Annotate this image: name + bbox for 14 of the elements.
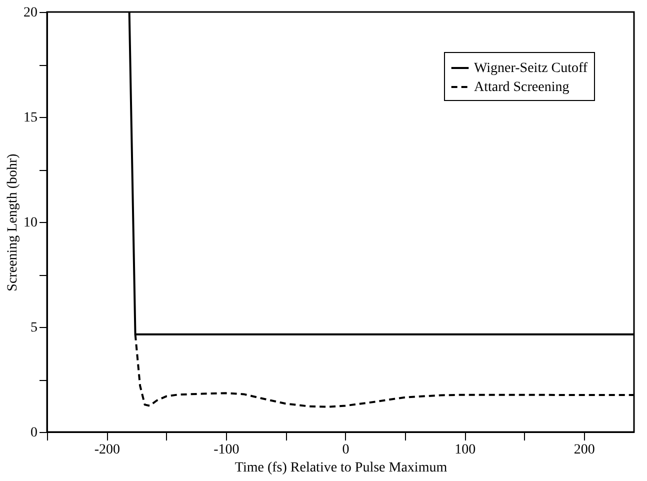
y-tick-label: 20 xyxy=(24,6,38,20)
x-tick-label: 200 xyxy=(574,442,595,458)
legend-label: Attard Screening xyxy=(474,80,570,95)
y-axis-title: Screening Length (bohr) xyxy=(6,153,20,292)
y-tick-label: 5 xyxy=(30,320,38,336)
x-tick-label: -100 xyxy=(214,442,240,458)
legend-label: Wigner-Seitz Cutoff xyxy=(474,61,588,76)
x-axis-title: Time (fs) Relative to Pulse Maximum xyxy=(234,460,448,476)
x-tick-label: 0 xyxy=(342,442,350,458)
x-tick-label: -200 xyxy=(94,442,120,458)
y-tick-label: 10 xyxy=(24,216,38,230)
y-tick-label: 15 xyxy=(24,110,38,126)
y-tick-label: 0 xyxy=(30,426,38,440)
x-tick-label: 100 xyxy=(454,442,476,458)
